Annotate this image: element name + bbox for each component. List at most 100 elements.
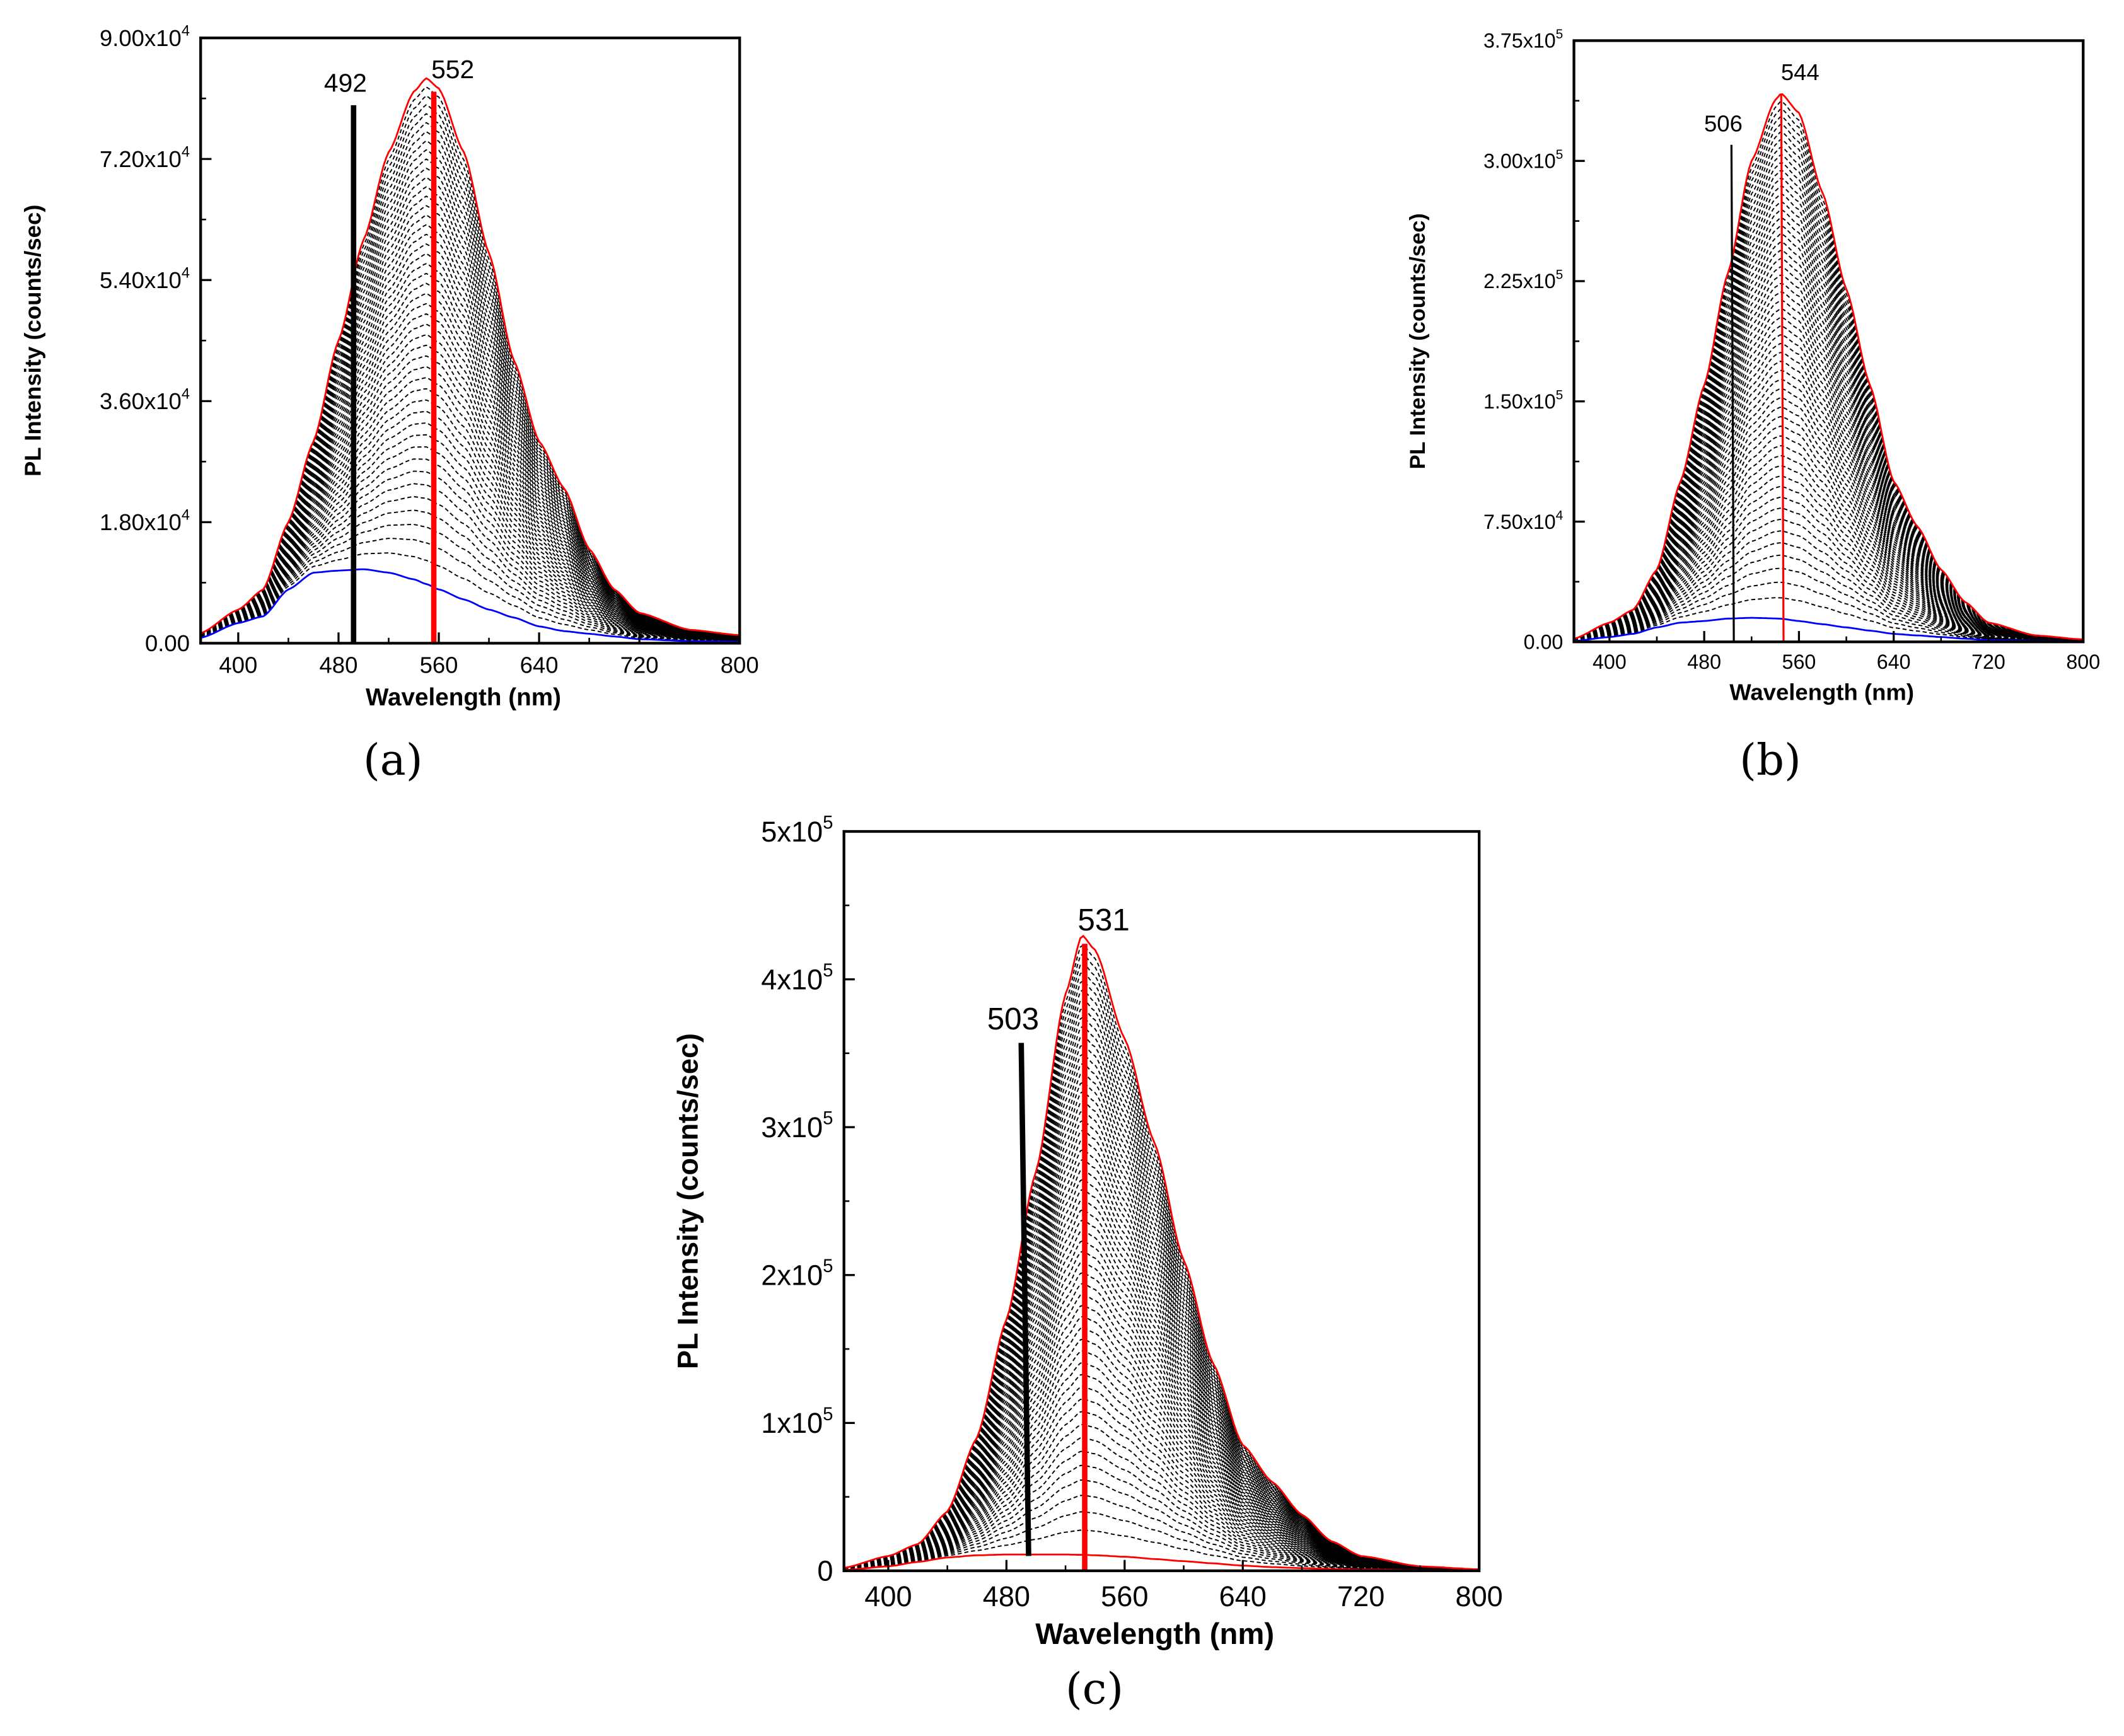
dashed-spectrum [200, 167, 740, 637]
x-tick-label: 800 [2066, 651, 2100, 673]
peak-marker-line [1018, 1043, 1031, 1556]
dashed-spectrum [1574, 407, 2084, 642]
panel-label: (c) [1065, 1664, 1123, 1714]
dashed-spectrum [200, 483, 740, 642]
highest-spectrum [844, 934, 1480, 1570]
peak-marker-line [1780, 93, 1785, 642]
dashed-spectrum [844, 1464, 1480, 1571]
peak-label: 544 [1781, 59, 1819, 85]
y-axis-title: PL Intensity (counts/sec) [672, 1033, 704, 1369]
dashed-spectrum [844, 1072, 1480, 1570]
lowest-spectrum [200, 568, 740, 643]
plot-frame [1572, 39, 2085, 644]
dashed-spectrum [1574, 225, 2084, 641]
dashed-spectrum [1574, 379, 2084, 642]
dashed-spectrum [844, 1081, 1480, 1570]
dashed-spectrum [200, 149, 740, 637]
dashed-spectrum [844, 998, 1480, 1570]
dashed-spectrum [844, 1374, 1480, 1571]
dashed-spectrum [200, 446, 740, 641]
dashed-spectrum [200, 410, 740, 640]
dashed-spectrum [844, 1016, 1480, 1570]
y-tick-label: 7.50x104 [1483, 508, 1564, 533]
dashed-spectrum [200, 186, 740, 637]
dashed-spectrum [844, 1386, 1480, 1571]
dashed-spectrum [1574, 554, 2084, 642]
dashed-spectrum [1574, 388, 2084, 642]
dashed-spectrum [200, 195, 740, 638]
panel-c: 503 531 400 480 560 640 720 800 0 1x105 2x105 3x105… [672, 812, 1503, 1714]
spectra [200, 77, 740, 643]
x-axis-title: Wavelength (nm) [1729, 680, 1914, 705]
dashed-spectrum [200, 224, 740, 638]
dashed-spectrum [200, 538, 740, 642]
dashed-spectrum [1574, 146, 2084, 640]
panel-label: (a) [363, 735, 423, 785]
x-tick-label: 560 [1782, 651, 1816, 673]
x-tick-label: 480 [983, 1580, 1030, 1612]
dashed-spectrum [1574, 316, 2084, 641]
dashed-spectrum [200, 552, 740, 642]
dashed-spectrum [200, 214, 740, 638]
dashed-spectrum [200, 282, 740, 639]
dashed-spectrum [200, 140, 740, 637]
dashed-spectrum [200, 122, 740, 637]
y-tick-label: 0.00 [1524, 631, 1564, 654]
x-tick-label: 480 [320, 652, 358, 678]
dashed-spectrum [1574, 131, 2084, 640]
y-tick-label: 1.80x104 [100, 507, 190, 535]
dashed-spectrum [844, 1362, 1480, 1571]
y-axis-title: PL Intensity (counts/sec) [1406, 213, 1430, 469]
x-tick-label: 800 [721, 652, 759, 678]
peak-label: 552 [431, 55, 474, 84]
dashed-spectrum [200, 366, 740, 640]
dashed-spectrum [1574, 445, 2084, 642]
x-tick-label: 560 [420, 652, 458, 678]
x-tick-label: 400 [864, 1580, 912, 1612]
dashed-spectrum [200, 355, 740, 640]
highest-spectrum [1574, 93, 2084, 640]
y-tick-label: 4x105 [761, 960, 833, 995]
x-tick-label: 480 [1687, 651, 1721, 673]
spectra [844, 934, 1480, 1571]
y-tick-label: 1x105 [761, 1404, 833, 1439]
dashed-spectrum [1574, 101, 2084, 640]
y-tick-label: 1.50x105 [1483, 388, 1563, 414]
dashed-spectrum [1574, 352, 2084, 641]
y-tick-label: 5x105 [761, 812, 833, 847]
y-tick-label: 0.00 [145, 630, 190, 656]
dashed-spectrum [1574, 217, 2084, 641]
x-tick-label: 640 [1877, 651, 1911, 673]
x-tick-label: 720 [1337, 1580, 1384, 1612]
y-tick-label: 2.25x105 [1483, 268, 1563, 293]
y-tick-label: 0 [817, 1555, 833, 1587]
dashed-spectrum [1574, 496, 2084, 642]
dashed-spectrum [844, 1271, 1480, 1571]
dashed-spectrum [844, 1398, 1480, 1571]
y-tick-label: 7.20x104 [100, 144, 190, 172]
peak-label: 492 [324, 68, 367, 97]
dashed-spectrum [200, 388, 740, 640]
dashed-spectrum [844, 1053, 1480, 1570]
spectra [1574, 93, 2084, 642]
dashed-spectrum [1574, 485, 2084, 642]
dashed-spectrum [1574, 154, 2084, 640]
highest-spectrum [200, 77, 740, 636]
dashed-spectrum [1574, 567, 2084, 642]
dashed-spectrum [200, 205, 740, 638]
peak-marker-line [1730, 144, 1735, 642]
x-tick-label: 720 [620, 652, 659, 678]
y-tick-label: 9.00x104 [100, 23, 190, 50]
dashed-spectrum [1574, 250, 2084, 641]
dashed-spectrum [844, 1411, 1480, 1571]
plot-frame [199, 37, 741, 645]
x-tick-label: 720 [1971, 651, 2005, 673]
panel-b: 506 544 400 480 560 640 720 800 0.00 7.50x104 1.50… [1406, 27, 2100, 785]
dashed-spectrum [844, 988, 1480, 1570]
y-tick-label: 2x105 [761, 1256, 833, 1291]
dashed-spectrum [200, 377, 740, 640]
y-tick-label: 3x105 [761, 1108, 833, 1143]
lowest-spectrum [1574, 616, 2084, 642]
dashed-spectrum [844, 1208, 1480, 1571]
dashed-spectrum [200, 334, 740, 640]
